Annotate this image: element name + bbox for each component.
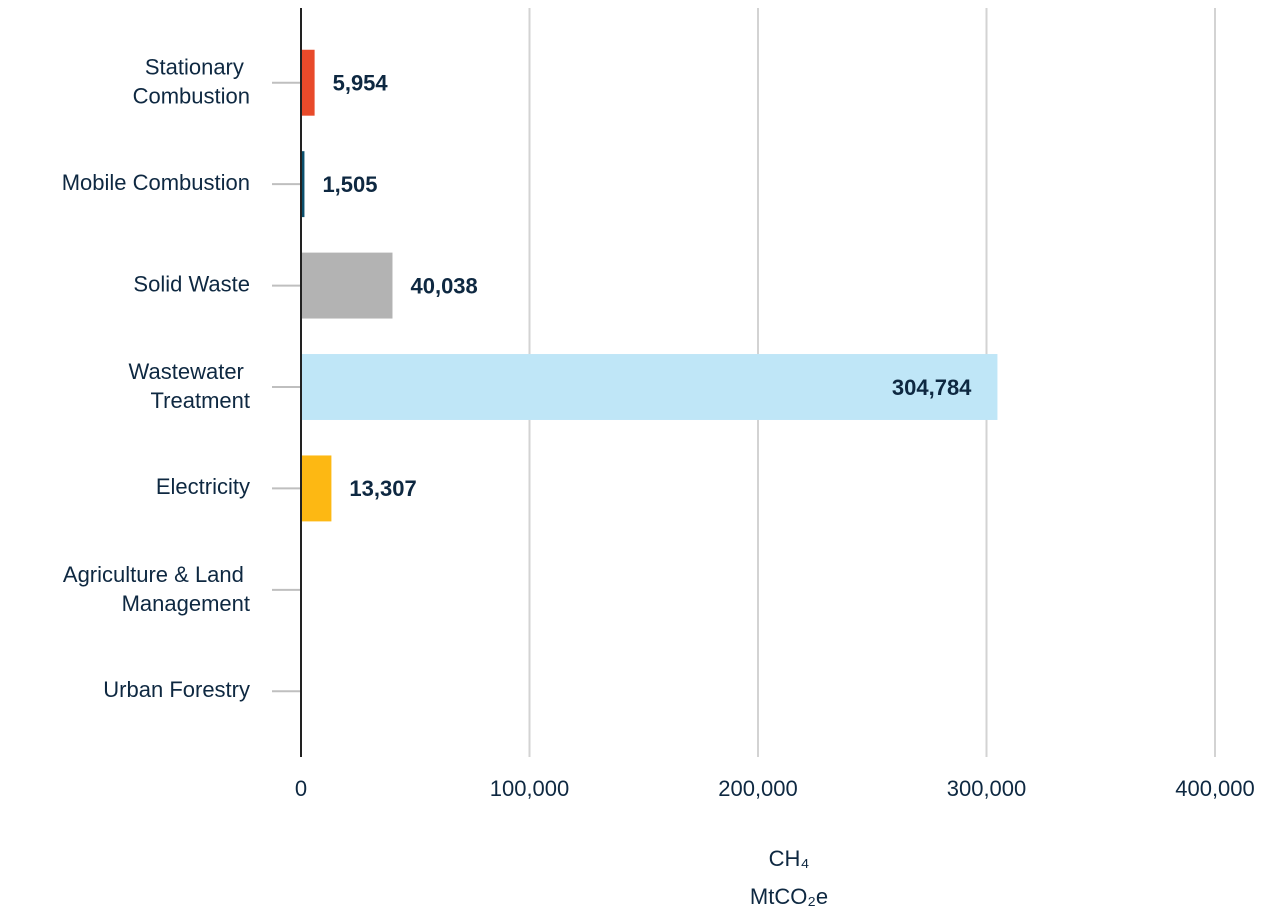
y-tick-label: Stationary Combustion [133, 55, 250, 109]
y-tick-label: Agriculture & Land Management [63, 562, 250, 616]
y-tick-label: Mobile Combustion [62, 170, 250, 195]
y-tick-label: Urban Forestry [103, 677, 250, 702]
x-axis-label: MtCO₂e [750, 884, 828, 909]
bar [301, 354, 998, 420]
bar [301, 252, 393, 319]
bar [301, 49, 315, 116]
bar [301, 455, 332, 522]
data-label: 1,505 [322, 172, 377, 197]
data-label: 304,784 [892, 375, 972, 400]
bar [301, 151, 305, 218]
y-tick-label: Wastewater Treatment [129, 359, 250, 413]
x-tick-label: 100,000 [490, 776, 570, 801]
data-label: 13,307 [349, 476, 416, 501]
x-axis-label: CH₄ [769, 846, 810, 871]
data-label: 40,038 [410, 273, 477, 298]
data-label: 5,954 [333, 71, 389, 96]
x-tick-label: 400,000 [1175, 776, 1255, 801]
x-tick-label: 300,000 [947, 776, 1027, 801]
y-tick-label: Solid Waste [133, 271, 250, 296]
x-tick-label: 200,000 [718, 776, 798, 801]
x-tick-label: 0 [295, 776, 307, 801]
y-tick-label: Electricity [156, 474, 250, 499]
